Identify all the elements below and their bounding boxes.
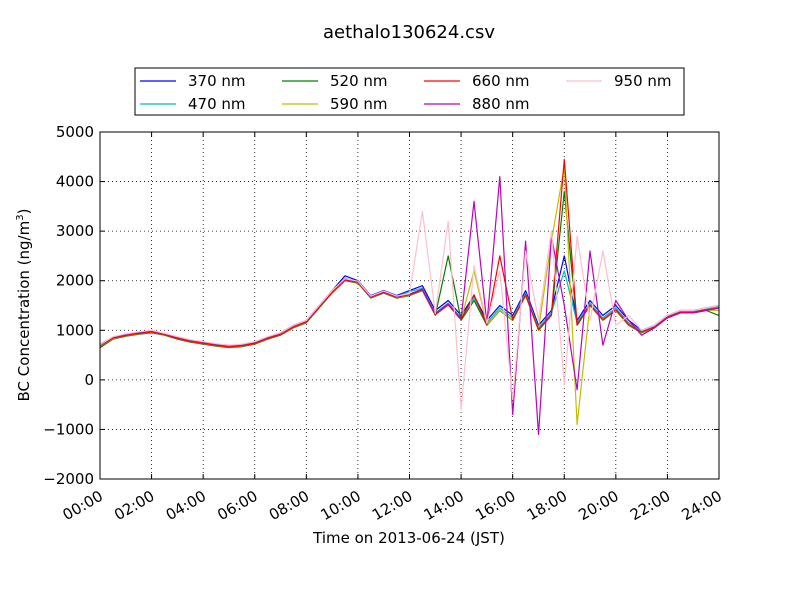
y-axis-label-superscript: 3: [15, 214, 26, 220]
y-axis-label-end: ): [15, 209, 33, 215]
y-tick-label: 4000: [56, 173, 94, 191]
y-tick-label: 1000: [56, 321, 94, 339]
legend-label: 950 nm: [614, 72, 672, 90]
x-axis-label: Time on 2013-06-24 (JST): [312, 529, 505, 547]
legend-label: 880 nm: [472, 95, 530, 113]
legend-label: 520 nm: [330, 72, 388, 90]
legend-item: 590 nm: [282, 95, 388, 113]
y-tick-label: 0: [84, 371, 94, 389]
series-layer: [99, 158, 720, 435]
y-tick-label: 2000: [56, 272, 94, 290]
legend-label: 660 nm: [472, 72, 530, 90]
legend-label: 590 nm: [330, 95, 388, 113]
legend-item: 880 nm: [424, 95, 530, 113]
legend-frame: [134, 67, 685, 116]
legend-item: 520 nm: [282, 72, 388, 90]
legend-label: 370 nm: [188, 72, 246, 90]
legend: 370 nm 470 nm 520 nm 590 nm 660 nm 880 nm 950 …: [134, 67, 685, 116]
legend-item: 370 nm: [140, 72, 246, 90]
y-tick-label: 5000: [56, 123, 94, 141]
y-axis-label: BC Concentration (ng/m3): [15, 209, 33, 402]
series-line-950-nm: [99, 210, 720, 411]
legend-item: 470 nm: [140, 95, 246, 113]
legend-item: 660 nm: [424, 72, 530, 90]
series-line-660-nm: [99, 158, 720, 348]
y-tick-label: −1000: [43, 420, 94, 438]
y-axis-label-main: BC Concentration (ng/m: [15, 221, 33, 402]
legend-item: 950 nm: [566, 72, 672, 90]
legend-label: 470 nm: [188, 95, 246, 113]
y-tick-label: −2000: [43, 470, 94, 488]
chart-title: aethalo130624.csv: [323, 22, 495, 43]
y-tick-label: 3000: [56, 222, 94, 240]
